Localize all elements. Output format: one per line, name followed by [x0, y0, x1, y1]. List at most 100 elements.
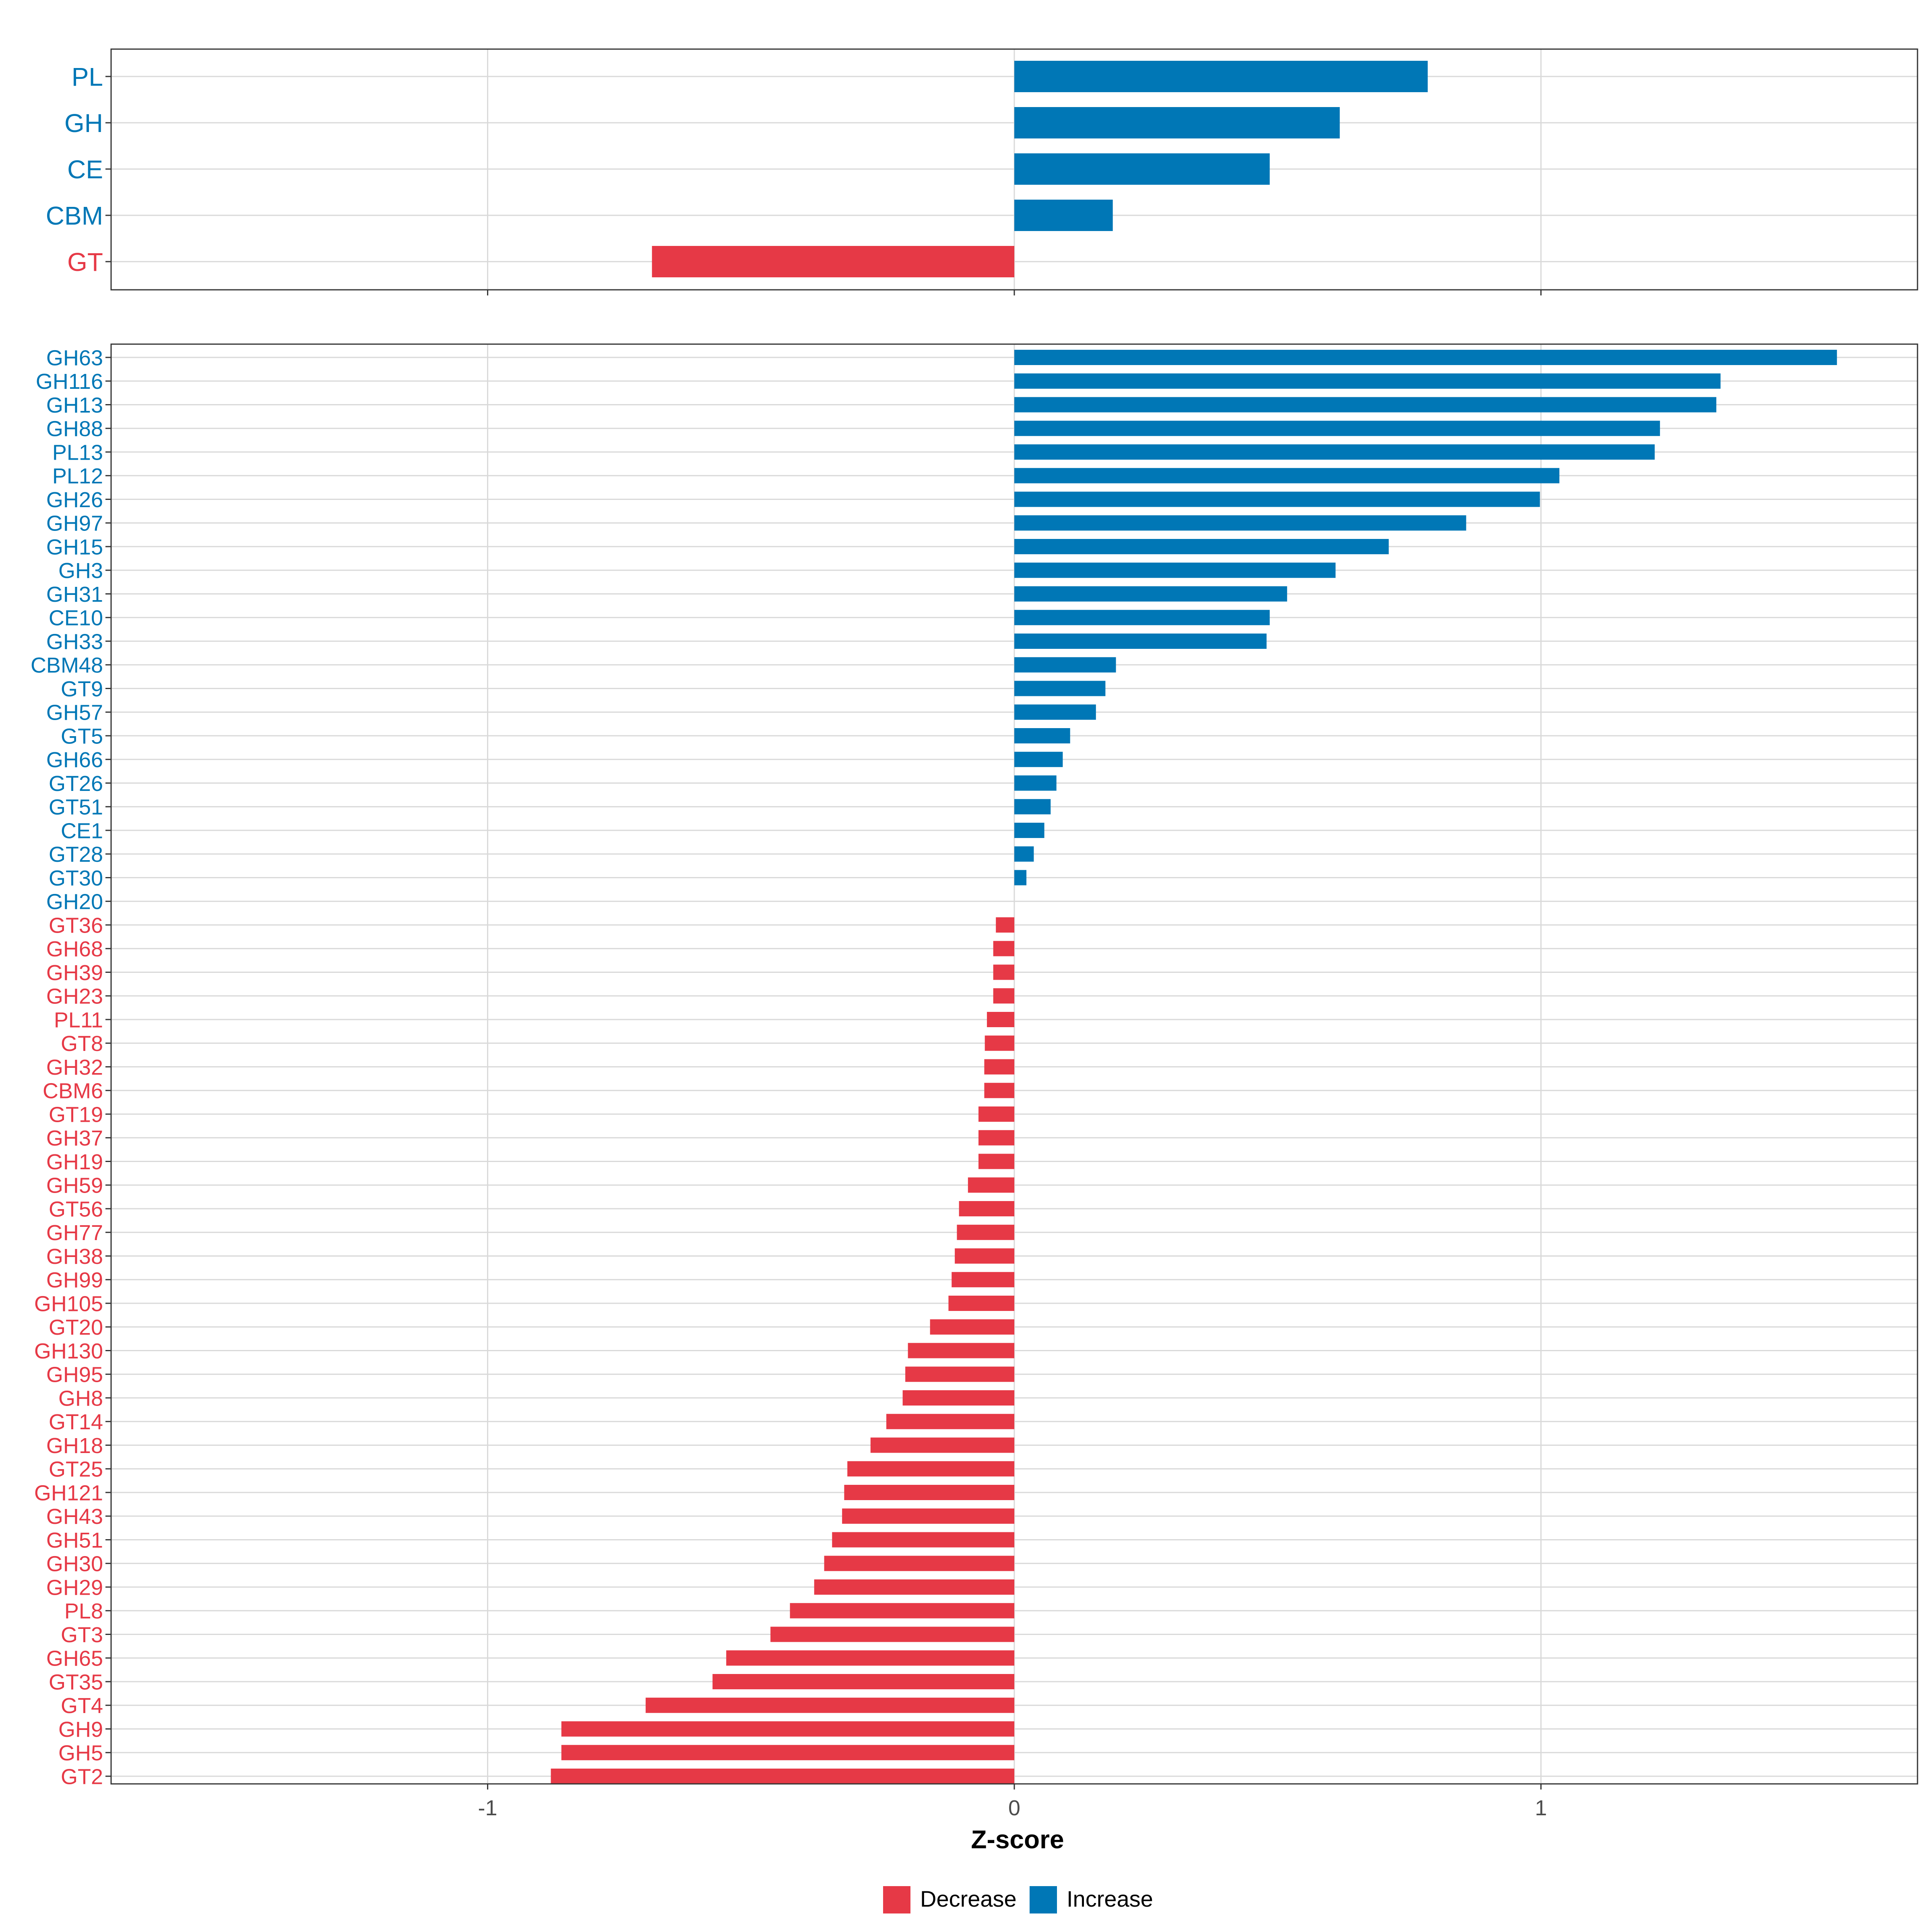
bar-gh39 [993, 964, 1014, 980]
bar-cbm [1014, 200, 1113, 231]
y-tick-label: GH97 [46, 512, 103, 536]
bar-gh5 [561, 1745, 1014, 1761]
bar-gh63 [1014, 350, 1837, 365]
y-tick-label: GH37 [46, 1126, 103, 1150]
y-tick-label: GH30 [46, 1552, 103, 1576]
bar-gh31 [1014, 586, 1287, 602]
y-tick-label: GH65 [46, 1647, 103, 1671]
bar-ce [1014, 153, 1270, 185]
y-tick-label: GH130 [34, 1339, 103, 1363]
bar-gh65 [726, 1650, 1014, 1666]
y-tick-label: GH26 [46, 488, 103, 512]
bar-gt36 [996, 917, 1014, 933]
y-tick-label: GH33 [46, 630, 103, 654]
y-tick-label: CE [67, 155, 103, 184]
y-tick-label: CBM [46, 201, 103, 230]
y-tick-label: GT25 [49, 1457, 103, 1482]
bar-gt20 [930, 1319, 1014, 1335]
y-tick-label: PL [72, 62, 103, 91]
y-tick-label: GH66 [46, 748, 103, 772]
bottom-panel: GH63GH116GH13GH88PL13PL12GH26GH97GH15GH3… [31, 343, 1918, 1820]
y-tick-label: PL13 [52, 440, 103, 464]
y-tick-label: GT19 [49, 1102, 103, 1127]
y-tick-label: GT35 [49, 1670, 103, 1694]
y-tick-label: GT56 [49, 1197, 103, 1221]
y-tick-label: GH38 [46, 1245, 103, 1269]
bar-gh37 [978, 1130, 1014, 1146]
y-tick-label: GH59 [46, 1174, 103, 1198]
bar-gt30 [1014, 870, 1027, 886]
bar-pl13 [1014, 444, 1655, 460]
bar-pl [1014, 61, 1428, 92]
bar-gt2 [551, 1769, 1014, 1784]
y-tick-label: GH63 [46, 346, 103, 370]
y-tick-label: CBM6 [43, 1079, 103, 1103]
bar-gh32 [984, 1059, 1014, 1075]
bar-gh26 [1014, 491, 1540, 507]
bar-gh59 [968, 1177, 1014, 1193]
bar-gh [1014, 107, 1340, 138]
x-tick-label: 1 [1535, 1796, 1547, 1820]
y-tick-label: GH19 [46, 1150, 103, 1174]
bar-gt9 [1014, 681, 1106, 696]
y-tick-label: GH9 [58, 1717, 103, 1742]
bar-ce10 [1014, 610, 1270, 625]
y-tick-label: GT9 [61, 677, 103, 701]
y-tick-label: GH31 [46, 582, 103, 607]
bar-gh130 [908, 1343, 1014, 1358]
legend-label-decrease: Decrease [920, 1886, 1017, 1911]
y-tick-label: GT28 [49, 842, 103, 867]
bar-gh9 [561, 1721, 1014, 1737]
bar-gh30 [824, 1556, 1014, 1571]
bar-cbm6 [984, 1083, 1014, 1098]
bar-gt28 [1014, 846, 1034, 862]
bar-gh23 [993, 988, 1014, 1004]
legend-swatch-decrease [883, 1886, 910, 1913]
bar-gt8 [985, 1035, 1014, 1051]
y-tick-label: GH20 [46, 890, 103, 914]
bar-gt [652, 246, 1014, 277]
y-tick-label: GH105 [34, 1292, 103, 1316]
top-panel: PL GH CE CBM GT [46, 48, 1918, 295]
bar-pl12 [1014, 468, 1560, 483]
bar-gh29 [814, 1579, 1014, 1595]
y-tick-label: GT14 [49, 1410, 103, 1434]
y-tick-label: GT8 [61, 1032, 103, 1056]
y-tick-label: GT2 [61, 1765, 103, 1789]
x-tick-label: -1 [478, 1796, 497, 1820]
y-tick-label: GH23 [46, 985, 103, 1009]
bar-gh66 [1014, 751, 1063, 767]
bar-gh121 [844, 1485, 1014, 1500]
bar-pl8 [790, 1603, 1014, 1618]
bar-gh33 [1014, 634, 1267, 649]
y-tick-label: GT3 [61, 1623, 103, 1647]
y-tick-label: GH77 [46, 1221, 103, 1245]
bar-gt4 [646, 1697, 1014, 1713]
bar-gt3 [770, 1627, 1014, 1642]
bar-gt51 [1014, 799, 1051, 815]
bar-gh3 [1014, 562, 1336, 578]
y-tick-label: GH95 [46, 1363, 103, 1387]
y-tick-label: PL11 [54, 1008, 103, 1032]
legend-label-increase: Increase [1067, 1886, 1153, 1911]
bar-gh77 [957, 1224, 1014, 1240]
y-tick-label: GH57 [46, 701, 103, 725]
y-tick-label: GH15 [46, 535, 103, 559]
y-tick-label: GH39 [46, 961, 103, 985]
bar-gt35 [712, 1674, 1014, 1689]
bar-gh57 [1014, 704, 1096, 720]
bar-gh95 [905, 1366, 1014, 1382]
y-tick-label: GH [64, 109, 103, 138]
y-tick-label: GH8 [58, 1386, 103, 1410]
y-tick-label: GT [67, 248, 103, 277]
y-tick-label: GT30 [49, 866, 103, 890]
bar-gt26 [1014, 775, 1057, 791]
legend: Decrease Increase [883, 1886, 1153, 1913]
bar-gh97 [1014, 515, 1466, 531]
bar-gh105 [948, 1296, 1014, 1311]
bar-gh116 [1014, 373, 1721, 389]
bar-gt5 [1014, 728, 1070, 743]
y-tick-label: GH3 [58, 559, 103, 583]
y-tick-label: GH18 [46, 1434, 103, 1458]
